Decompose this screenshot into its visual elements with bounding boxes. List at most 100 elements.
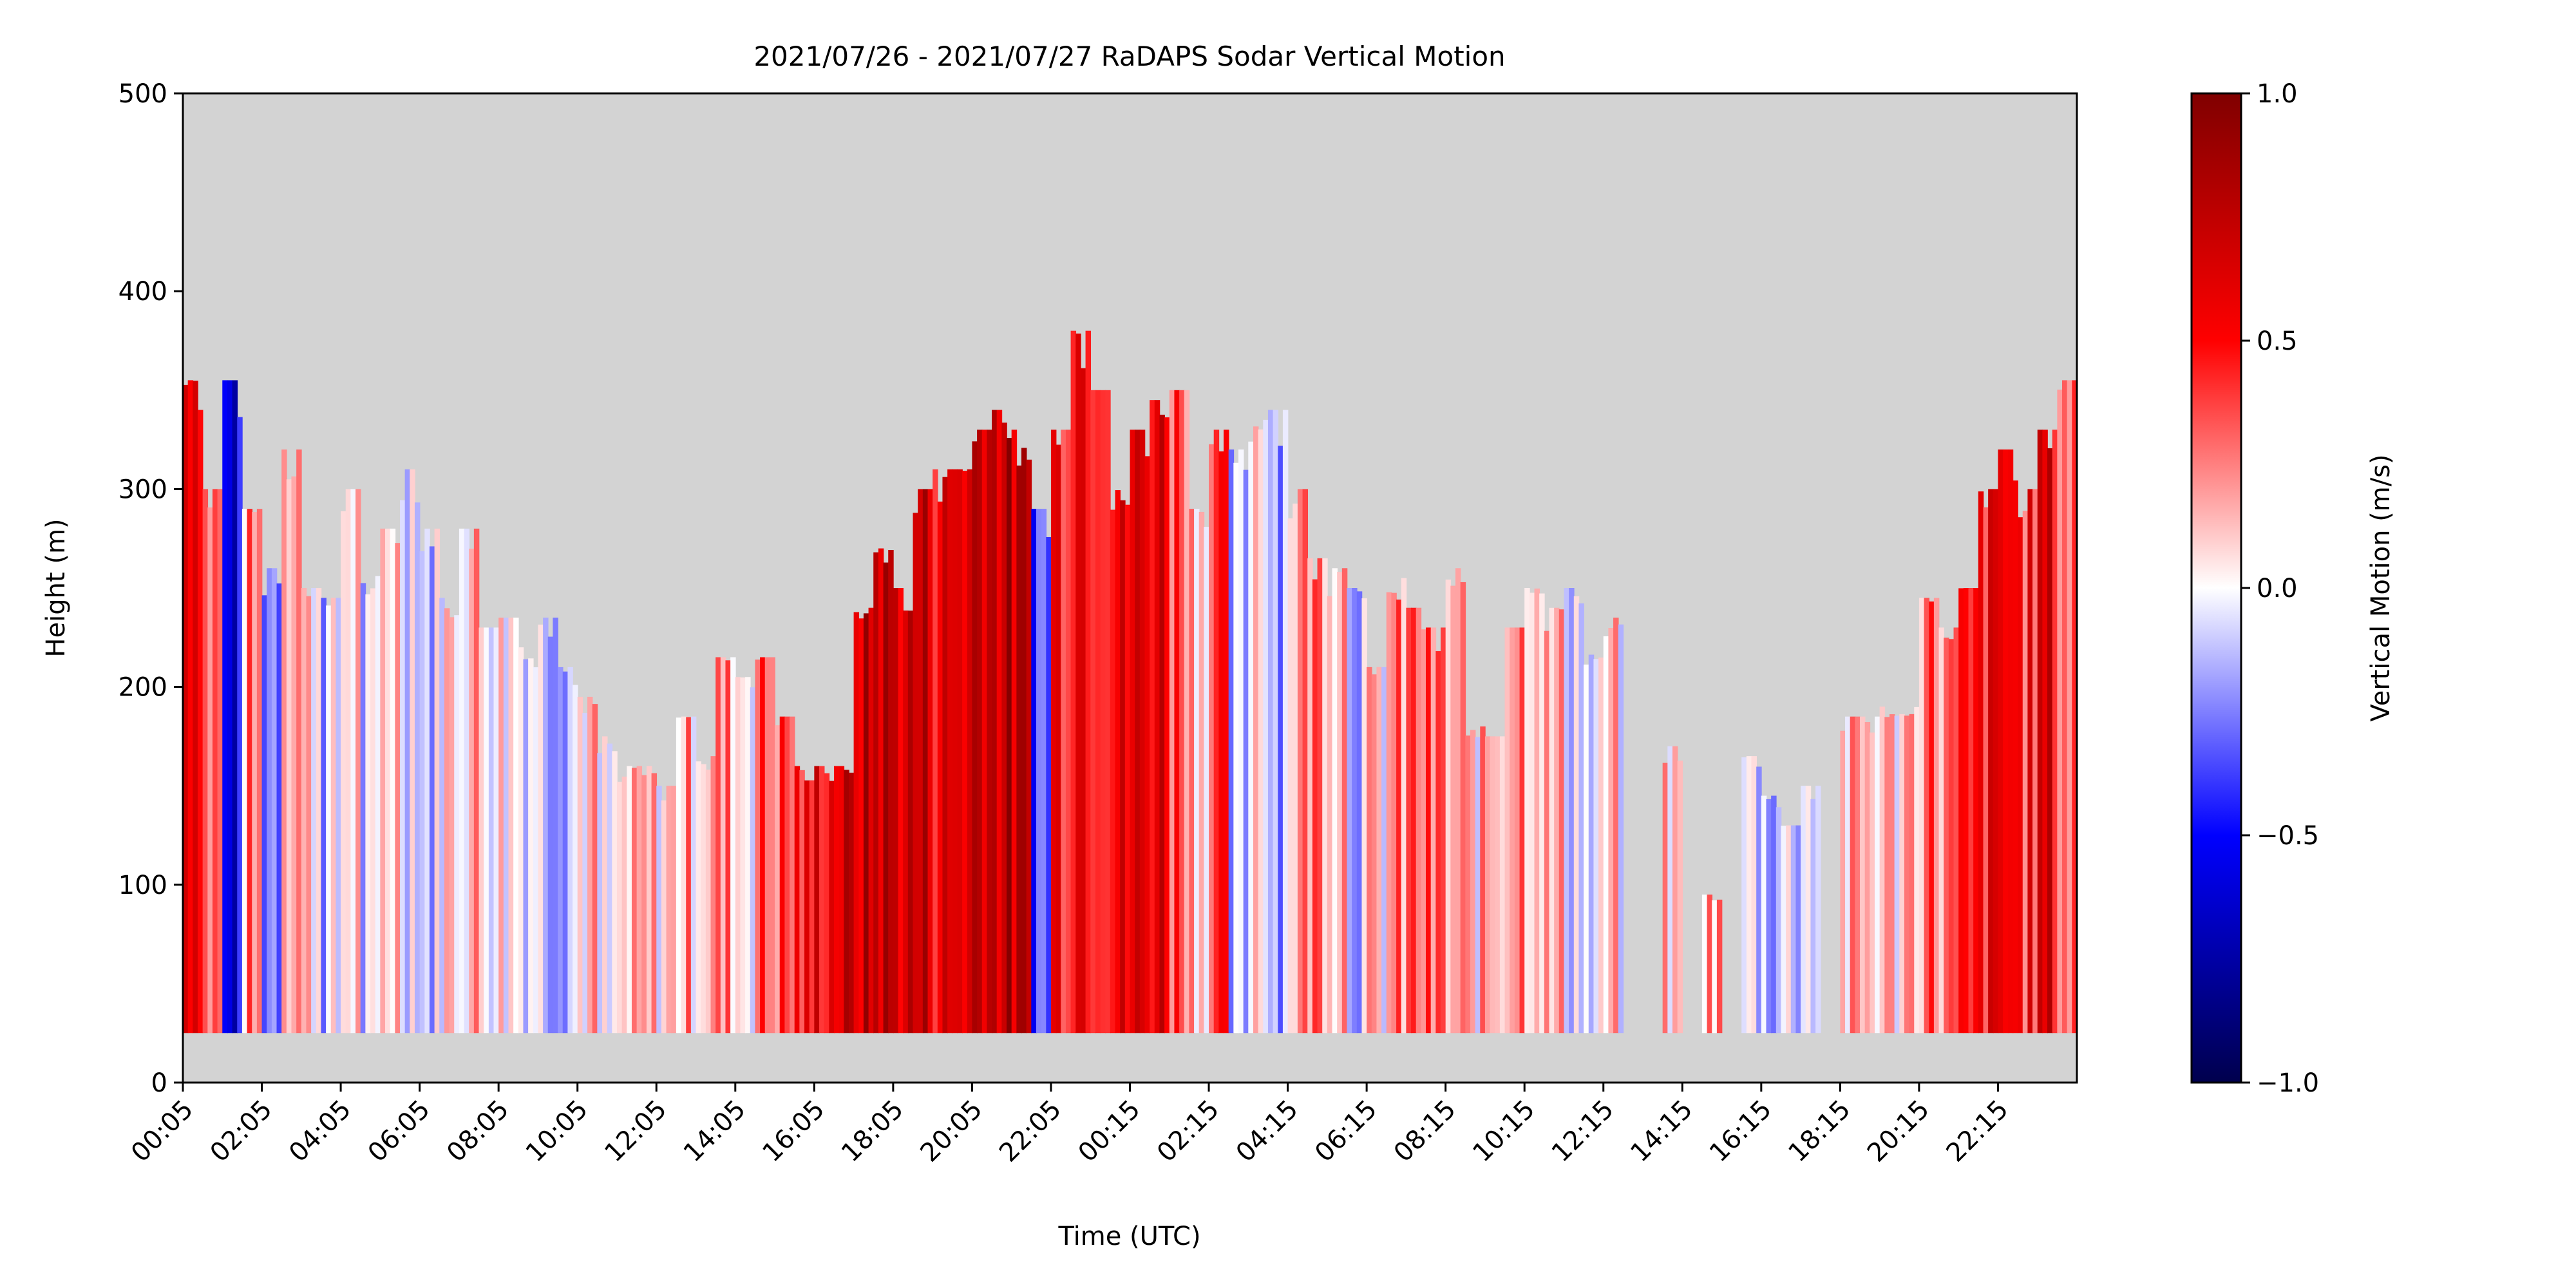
heatmap-cell [390,528,396,1034]
heatmap-cell [360,583,366,1034]
heatmap-cell [2072,380,2077,1034]
heatmap-cell [1421,629,1426,1034]
heatmap-cell [1233,462,1239,1034]
heatmap-cell [217,489,223,1034]
heatmap-cell [2062,380,2068,1034]
heatmap-cell [1810,799,1816,1034]
heatmap-cell [1228,449,1235,1034]
heatmap-cell [651,773,658,1034]
heatmap-cell [247,509,253,1034]
heatmap-cell [207,507,213,1034]
heatmap-cell [345,489,352,1034]
heatmap-cell [395,543,401,1034]
heatmap-cell [1490,736,1496,1034]
heatmap-cell [1588,654,1595,1034]
heatmap-cell [503,618,509,1034]
heatmap-cell [720,657,726,1034]
heatmap-cell [824,773,830,1034]
heatmap-cell [429,546,435,1034]
heatmap-cell [1495,736,1501,1034]
heatmap-cell [1801,786,1806,1034]
heatmap-cell [913,513,918,1034]
heatmap-cell [883,562,889,1034]
heatmap-cell [1347,588,1352,1034]
heatmap-cell [1667,746,1673,1034]
heatmap-cell [271,568,278,1034]
heatmap-cell [1904,715,1910,1034]
heatmap-cell [1786,825,1792,1034]
heatmap-cell [907,611,914,1034]
heatmap-cell [469,548,475,1034]
heatmap-cell [1198,511,1205,1034]
heatmap-cell [493,627,499,1034]
heatmap-cell [1371,674,1378,1034]
heatmap-cell [587,696,593,1034]
heatmap-cell [1327,596,1333,1034]
heatmap-cell [558,667,564,1034]
heatmap-cell [1150,400,1155,1034]
heatmap-cell [666,786,672,1034]
heatmap-cell [399,500,406,1034]
heatmap-cell [1963,588,1969,1034]
heatmap-cell [1426,627,1432,1034]
heatmap-cell [261,595,267,1034]
heatmap-cell [2037,430,2043,1034]
heatmap-cell [755,659,761,1034]
colorbar-tick-label: −1.0 [2257,1068,2319,1098]
heatmap-columns [183,330,2077,1034]
heatmap-cell [1578,603,1584,1034]
heatmap-cell [705,770,712,1034]
heatmap-cell [444,608,450,1034]
heatmap-cell [1558,609,1565,1034]
heatmap-cell [750,687,756,1034]
heatmap-cell [1169,390,1175,1034]
x-tick-label: 06:05 [363,1095,436,1168]
heatmap-cell [1016,465,1022,1034]
heatmap-cell [1795,825,1801,1034]
heatmap-cell [528,658,534,1034]
heatmap-cell [454,615,460,1034]
heatmap-cell [242,509,248,1034]
heatmap-cell [1889,714,1895,1034]
heatmap-cell [410,469,415,1034]
heatmap-cell [1840,730,1846,1034]
heatmap-cell [1899,714,1905,1034]
heatmap-cell [2007,449,2014,1034]
heatmap-cell [1613,618,1619,1034]
heatmap-cell [922,489,929,1034]
heatmap-cell [1080,368,1086,1034]
heatmap-cell [814,766,820,1034]
heatmap-cell [1534,588,1540,1034]
heatmap-cell [1860,716,1866,1034]
heatmap-cell [1085,330,1092,1034]
heatmap-cell [1031,509,1037,1034]
heatmap-cell [1924,598,1930,1034]
heatmap-cell [1845,716,1851,1034]
heatmap-cell [690,716,697,1034]
colorbar-label: Vertical Motion (m/s) [2366,454,2396,721]
x-tick-label: 20:05 [914,1095,988,1168]
x-tick-label: 14:05 [678,1095,752,1168]
heatmap-cell [1070,330,1077,1034]
heatmap-cell [1435,651,1441,1034]
heatmap-cell [799,770,805,1034]
heatmap-cell [1352,588,1358,1034]
heatmap-cell [671,786,677,1034]
heatmap-cell [775,725,781,1034]
heatmap-cell [202,489,209,1034]
heatmap-cell [1864,722,1871,1034]
heatmap-cell [829,781,835,1034]
heatmap-cell [794,766,800,1034]
heatmap-cell [1317,558,1323,1034]
heatmap-cell [1287,518,1294,1034]
x-axis: 00:05 02:05 04:05 06:05 08:05 10:05 12:05 14:05… [126,1083,2014,1168]
heatmap-cell [1154,400,1160,1034]
heatmap-cell [1061,430,1066,1034]
heatmap-cell [1480,726,1486,1034]
heatmap-cell [804,780,810,1034]
heatmap-cell [316,588,322,1034]
heatmap-cell [193,381,198,1034]
heatmap-cell [1909,714,1915,1034]
heatmap-cell [977,430,983,1034]
heatmap-cell [434,528,440,1034]
